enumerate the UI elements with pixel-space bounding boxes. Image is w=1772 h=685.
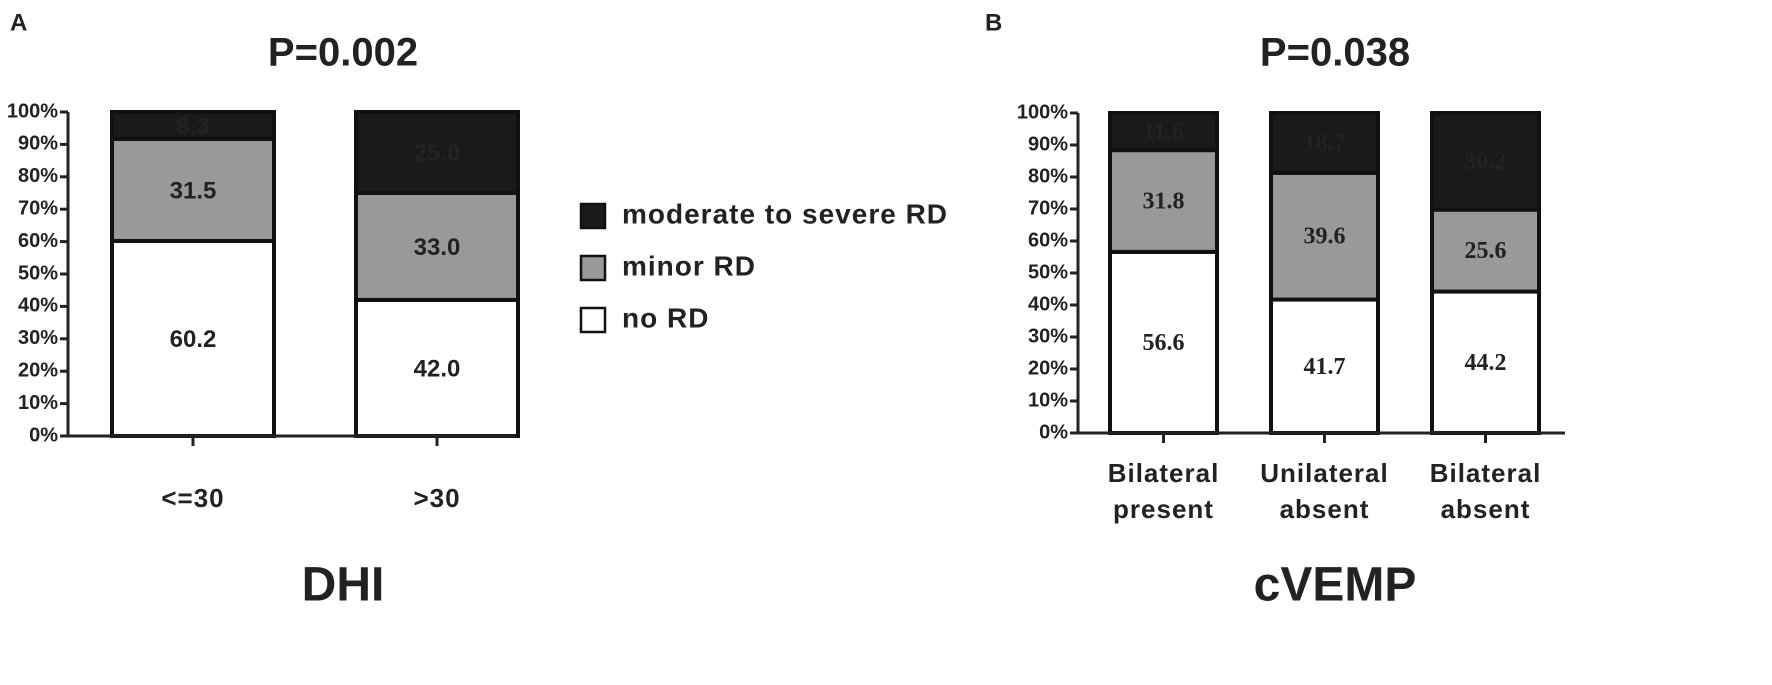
legend-swatch (579, 202, 607, 230)
value-label: 8.3 (176, 113, 209, 140)
value-label: 60.2 (170, 326, 217, 353)
y-tick-label: 20% (1028, 357, 1068, 379)
legend-swatch (579, 254, 607, 282)
legend-label: no RD (622, 302, 709, 333)
bar-segment (1108, 111, 1219, 153)
x-tick-label: Bilateral present (1107, 458, 1220, 524)
x-tick-label: Unilateral absent (1260, 458, 1389, 524)
bar-segment (1430, 111, 1541, 212)
legend-swatch (579, 306, 607, 334)
x-tick-label-box: Unilateral absent (1260, 458, 1389, 524)
bar-segment (110, 136, 276, 243)
value-label: 11.6 (1143, 119, 1184, 145)
y-tick-label: 40% (18, 295, 58, 317)
value-label: 42.0 (414, 355, 461, 382)
y-tick-label: 70% (18, 197, 58, 219)
bar-segment (110, 110, 276, 141)
value-label: 39.6 (1304, 224, 1346, 250)
y-tick-label: 50% (18, 262, 58, 284)
legend-label: moderate to severe RD (622, 198, 948, 229)
y-tick-label: 80% (1028, 165, 1068, 187)
y-tick-label: 30% (18, 327, 58, 349)
x-tick-label: Bilateral absent (1429, 458, 1542, 524)
bar-segment (354, 191, 520, 302)
bar-segment (354, 110, 520, 195)
value-label: 31.5 (170, 177, 217, 204)
bar-segment (1430, 289, 1541, 435)
x-tick-label-box: >30 (413, 483, 461, 513)
x-tick-label-box: Bilateral present (1107, 458, 1220, 524)
y-tick-label: 80% (18, 165, 58, 187)
x-axis-label: DHI (302, 559, 385, 612)
y-tick-label: 70% (1028, 197, 1068, 219)
y-tick-label: 100% (7, 100, 58, 122)
value-label: 18.7 (1304, 130, 1346, 156)
bar-segment (110, 238, 276, 438)
y-tick-label: 90% (1028, 133, 1068, 155)
value-label: 25.0 (414, 140, 461, 167)
y-tick-label: 40% (1028, 293, 1068, 315)
value-label: 31.8 (1143, 189, 1185, 215)
bar-segment (1269, 297, 1380, 435)
y-tick-label: 50% (1028, 261, 1068, 283)
bar-segment (1108, 148, 1219, 254)
chart-title: P=0.038 (1260, 31, 1410, 75)
x-tick-label: >30 (413, 483, 461, 513)
value-label: 41.7 (1304, 354, 1346, 380)
chart-title: P=0.002 (268, 31, 418, 75)
y-tick-label: 90% (18, 133, 58, 155)
value-label: 25.6 (1465, 238, 1507, 264)
bar-segment (1269, 111, 1380, 175)
y-tick-label: 20% (18, 359, 58, 381)
y-tick-label: 10% (18, 392, 58, 414)
y-tick-label: 0% (1039, 421, 1068, 443)
legend-label: minor RD (622, 250, 756, 281)
y-tick-label: 60% (1028, 229, 1068, 251)
panel-label: A (10, 9, 27, 36)
y-tick-label: 60% (18, 230, 58, 252)
x-tick-label: <=30 (161, 483, 225, 513)
panel-label: B (985, 9, 1002, 36)
value-label: 44.2 (1465, 350, 1507, 376)
y-tick-label: 100% (1017, 101, 1068, 123)
x-tick-label-box: Bilateral absent (1429, 458, 1542, 524)
x-tick-label-box: <=30 (161, 483, 225, 513)
x-axis-label: cVEMP (1254, 559, 1417, 612)
value-label: 30.2 (1465, 149, 1507, 175)
y-tick-label: 30% (1028, 325, 1068, 347)
y-tick-label: 10% (1028, 389, 1068, 411)
value-label: 56.6 (1143, 330, 1185, 356)
y-tick-label: 0% (29, 424, 58, 446)
value-label: 33.0 (414, 234, 461, 261)
